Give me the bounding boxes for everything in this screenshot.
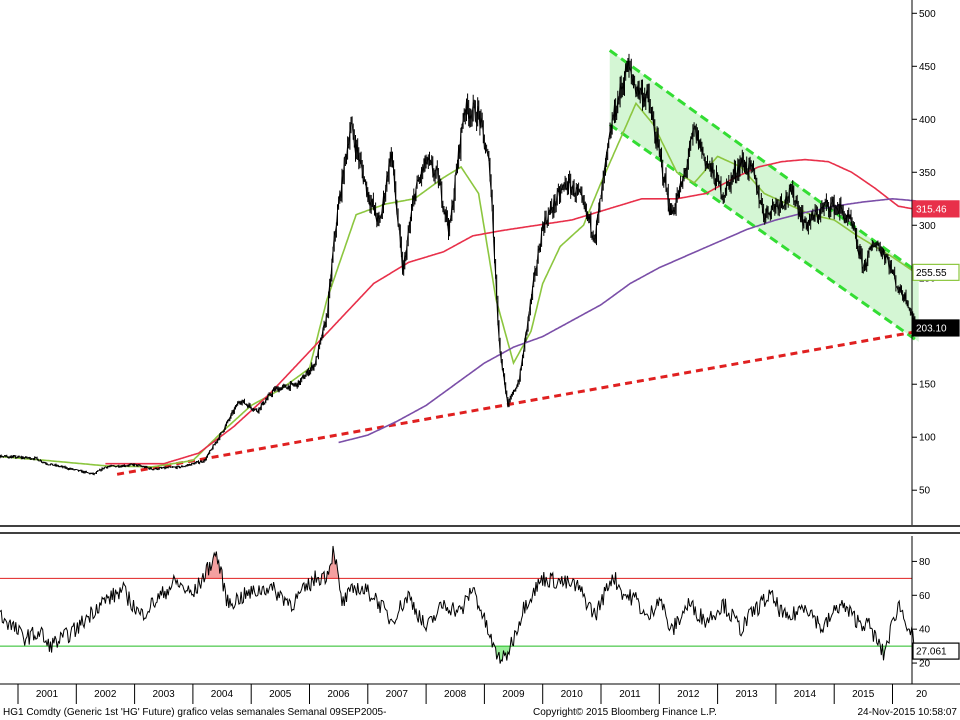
value-badge bbox=[912, 642, 960, 660]
price-series bbox=[0, 53, 916, 476]
value-badge bbox=[912, 263, 960, 281]
value-badge bbox=[912, 319, 960, 337]
price-tick-label: 150 bbox=[919, 380, 936, 391]
x-tick-label: 2006 bbox=[327, 689, 350, 700]
price-tick-label: 350 bbox=[919, 168, 936, 179]
rsi-tick-label: 80 bbox=[919, 557, 931, 568]
footer-timestamp: 24-Nov-2015 10:58:07 bbox=[857, 707, 957, 718]
rsi-panel bbox=[0, 545, 916, 664]
x-tick-label: 2002 bbox=[94, 689, 117, 700]
value-badges: 255.55 315.46 203.10 27.061 bbox=[912, 200, 960, 660]
price-tick-label: 300 bbox=[919, 221, 936, 232]
x-tick-label: 2007 bbox=[386, 689, 409, 700]
x-tick-label: 2012 bbox=[677, 689, 700, 700]
support-trendline-line bbox=[116, 329, 919, 476]
x-tick-label: 2014 bbox=[794, 689, 817, 700]
x-tick-label: 2001 bbox=[36, 689, 59, 700]
x-tick-label: 2011 bbox=[619, 689, 641, 700]
rsi-tick-label: 40 bbox=[919, 625, 931, 636]
rsi-line bbox=[0, 545, 916, 664]
rsi-tick-label: 20 bbox=[919, 659, 931, 670]
footer-copyright: Copyright© 2015 Bloomberg Finance L.P. bbox=[533, 707, 717, 718]
value-badge-label: 315.46 bbox=[916, 204, 947, 215]
panel-gap bbox=[0, 525, 960, 536]
x-tick-label: 2015 bbox=[852, 689, 875, 700]
channel-upper-line bbox=[608, 49, 920, 275]
footer-band bbox=[0, 704, 960, 720]
price-close-line bbox=[0, 60, 916, 475]
x-tick-label: 2005 bbox=[269, 689, 292, 700]
x-tick-label: 2010 bbox=[561, 689, 584, 700]
x-tick-label: 2013 bbox=[735, 689, 758, 700]
price-tick-label: 50 bbox=[919, 486, 931, 497]
channel-fill bbox=[609, 50, 919, 342]
rsi-oversold-fill bbox=[883, 646, 886, 661]
price-tick-label: 500 bbox=[919, 9, 936, 20]
value-badge-label: 255.55 bbox=[916, 268, 947, 279]
price-tick-label: 100 bbox=[919, 433, 936, 444]
rsi-tick-label: 60 bbox=[919, 591, 931, 602]
value-badge-label: 27.061 bbox=[916, 647, 947, 658]
rsi-overbought-fill bbox=[327, 546, 339, 579]
price-tick-label: 400 bbox=[919, 115, 936, 126]
x-tick-label: 2009 bbox=[502, 689, 525, 700]
moving-average-red bbox=[105, 158, 917, 465]
x-tick-label: 20 bbox=[916, 689, 928, 700]
support-trendline bbox=[116, 329, 919, 476]
x-tick-label: 2004 bbox=[211, 689, 234, 700]
value-badge-label: 203.10 bbox=[916, 323, 947, 334]
price-tick-label: 450 bbox=[919, 62, 936, 73]
x-tick-label: 2003 bbox=[152, 689, 175, 700]
moving-average-purple bbox=[338, 197, 916, 444]
x-tick-label: 2008 bbox=[444, 689, 467, 700]
value-badge bbox=[912, 200, 960, 218]
footer-left-caption: HG1 Comdty (Generic 1st 'HG' Future) gra… bbox=[3, 707, 386, 718]
